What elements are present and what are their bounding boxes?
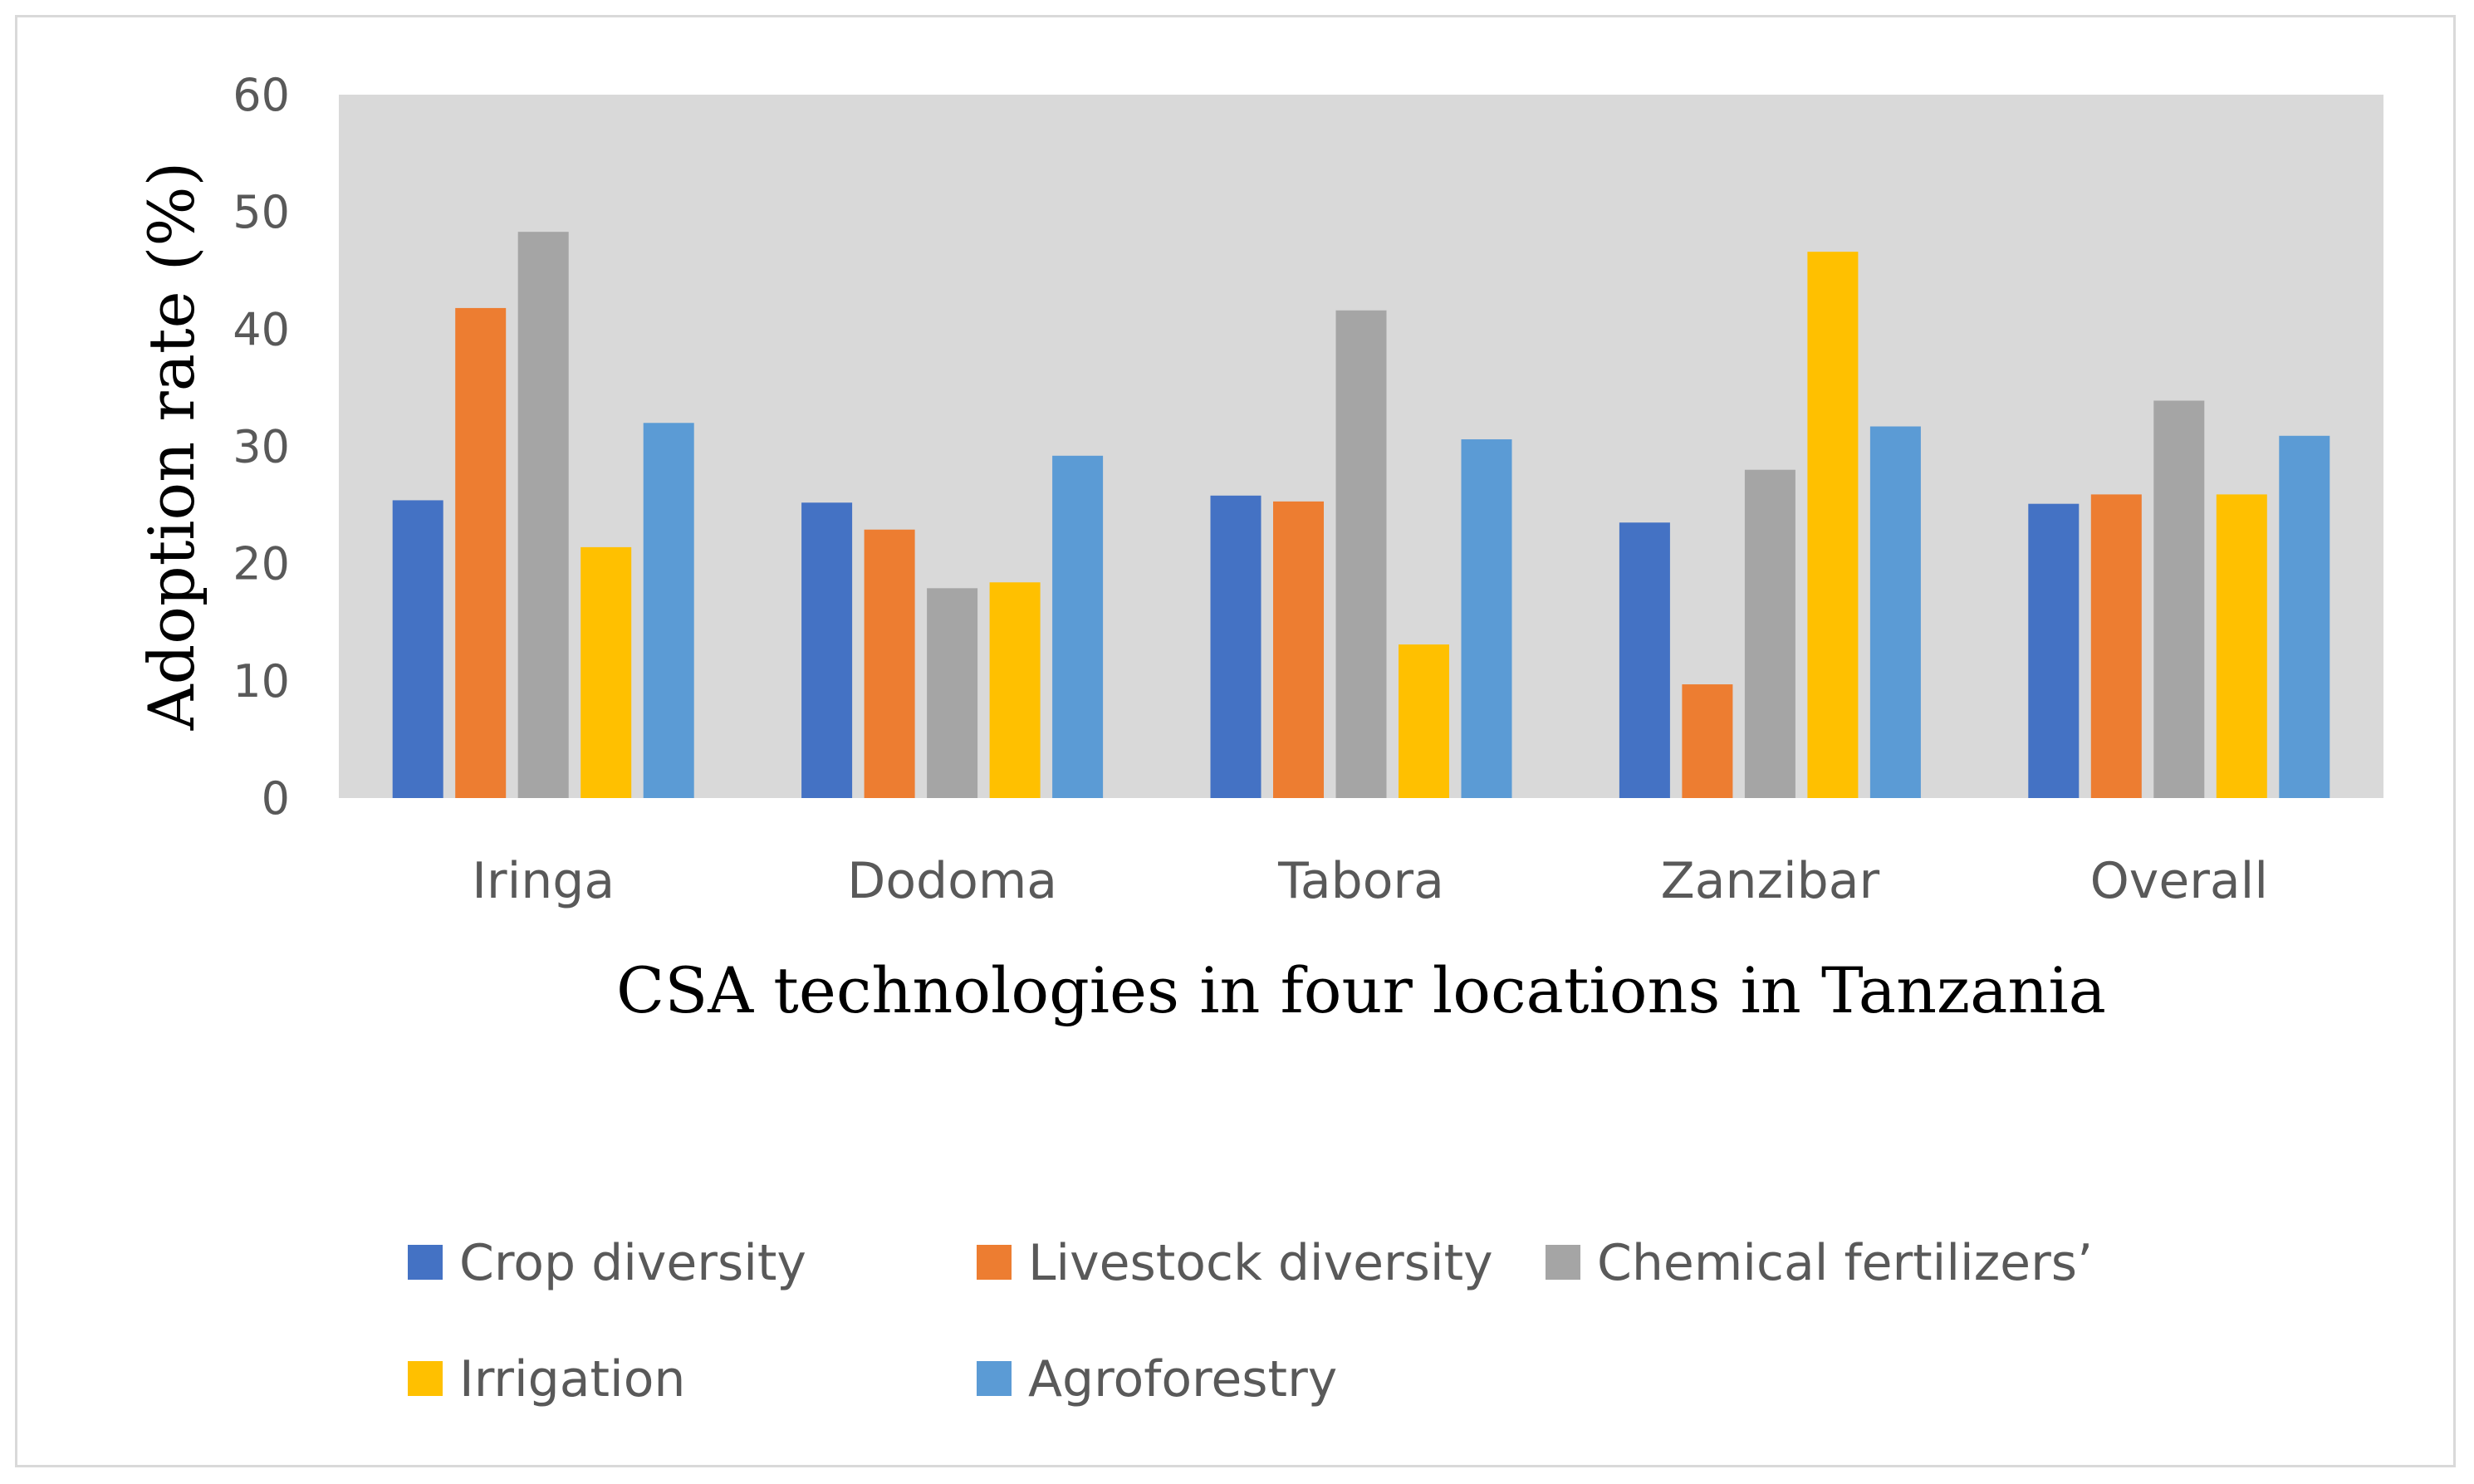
bar-chemical-fertilizers-iringa bbox=[517, 232, 569, 798]
bar-chart: 0 10 20 30 40 50 60 Iringa Dodoma Tabora Zanzibar… bbox=[135, 69, 2383, 1408]
bar-agroforestry-iringa bbox=[643, 423, 694, 798]
bar-agroforestry-zanzibar bbox=[1869, 426, 1921, 798]
legend-label: Irrigation bbox=[459, 1350, 685, 1408]
bars bbox=[392, 232, 2330, 798]
category-label: Zanzibar bbox=[1661, 852, 1880, 910]
bar-livestock-diversity-dodoma bbox=[864, 529, 915, 798]
bar-crop-diversity-dodoma bbox=[801, 502, 853, 798]
legend-label: Agroforestry bbox=[1028, 1350, 1337, 1408]
y-tick-label: 40 bbox=[233, 303, 290, 355]
y-tick-label: 20 bbox=[233, 538, 290, 590]
bar-irrigation-overall bbox=[2216, 494, 2267, 798]
bar-irrigation-zanzibar bbox=[1807, 252, 1859, 798]
category-label: Overall bbox=[2090, 852, 2268, 910]
bar-agroforestry-tabora bbox=[1461, 439, 1512, 798]
legend: Crop diversity Livestock diversity Chemica… bbox=[408, 1234, 2093, 1408]
legend-swatch bbox=[977, 1361, 1012, 1396]
y-axis: 0 10 20 30 40 50 60 bbox=[233, 69, 290, 825]
bar-chemical-fertilizers-zanzibar bbox=[1744, 469, 1795, 798]
bar-livestock-diversity-zanzibar bbox=[1682, 684, 1733, 798]
bar-agroforestry-dodoma bbox=[1052, 455, 1104, 798]
category-label: Iringa bbox=[472, 852, 615, 910]
bar-agroforestry-overall bbox=[2279, 435, 2330, 798]
y-tick-label: 60 bbox=[233, 69, 290, 121]
legend-swatch bbox=[408, 1245, 443, 1280]
bar-crop-diversity-iringa bbox=[392, 500, 443, 798]
bar-livestock-diversity-overall bbox=[2090, 494, 2142, 798]
bar-chemical-fertilizers-tabora bbox=[1335, 310, 1387, 798]
category-label: Tabora bbox=[1277, 852, 1444, 910]
y-axis-title: Adoption rate (%) bbox=[135, 162, 208, 731]
legend-label: Chemical fertilizers’ bbox=[1597, 1234, 2093, 1292]
bar-chemical-fertilizers-dodoma bbox=[927, 588, 978, 798]
category-label: Dodoma bbox=[847, 852, 1057, 910]
y-tick-label: 30 bbox=[233, 421, 290, 473]
legend-label: Livestock diversity bbox=[1028, 1234, 1493, 1292]
bar-crop-diversity-zanzibar bbox=[1619, 522, 1670, 798]
bar-livestock-diversity-tabora bbox=[1273, 501, 1324, 798]
bar-livestock-diversity-iringa bbox=[455, 307, 507, 798]
y-tick-label: 10 bbox=[233, 655, 290, 708]
bar-irrigation-dodoma bbox=[989, 582, 1041, 798]
legend-swatch bbox=[408, 1361, 443, 1396]
chart-frame: 0 10 20 30 40 50 60 Iringa Dodoma Tabora Zanzibar… bbox=[15, 15, 2456, 1467]
bar-irrigation-iringa bbox=[581, 546, 632, 798]
bar-crop-diversity-tabora bbox=[1210, 495, 1261, 798]
legend-label: Crop diversity bbox=[459, 1234, 806, 1292]
y-tick-label: 0 bbox=[262, 772, 290, 825]
bar-crop-diversity-overall bbox=[2028, 503, 2080, 798]
legend-swatch bbox=[977, 1245, 1012, 1280]
x-axis: Iringa Dodoma Tabora Zanzibar Overall bbox=[472, 852, 2268, 910]
legend-swatch bbox=[1546, 1245, 1580, 1280]
bar-chemical-fertilizers-overall bbox=[2153, 400, 2205, 798]
x-axis-title: CSA technologies in four locations in Ta… bbox=[616, 953, 2106, 1027]
y-tick-label: 50 bbox=[233, 186, 290, 238]
bar-irrigation-tabora bbox=[1399, 644, 1449, 798]
